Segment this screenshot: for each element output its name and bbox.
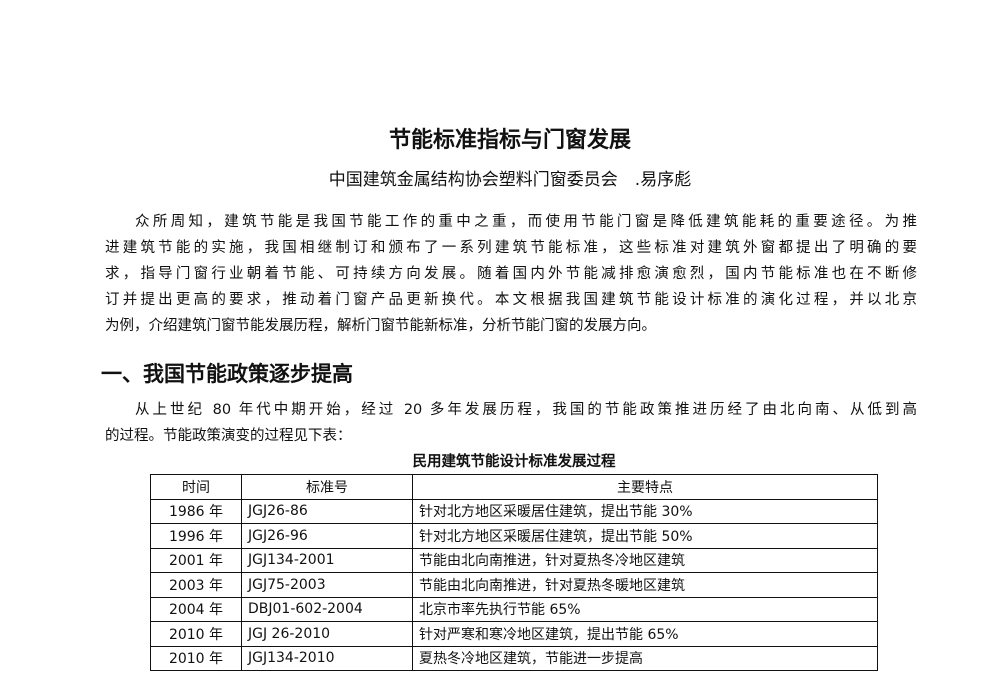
cell-standard: JGJ 26-2010 xyxy=(241,621,413,647)
cell-time: 2010 年 xyxy=(150,621,242,647)
paragraph-line: 的过程。节能政策演变的过程见下表： xyxy=(105,428,352,444)
cell-standard: DBJ01-602-2004 xyxy=(241,596,413,622)
table-caption: 民用建筑节能设计标准发展过程 xyxy=(412,454,616,470)
table-row: 2001 年 JGJ134-2001 节能由北向南推进，针对夏热冬冷地区建筑 xyxy=(150,547,878,573)
table-row: 1986 年 JGJ26-86 针对北方地区采暖居住建筑，提出节能 30% xyxy=(150,498,878,524)
cell-features: 针对严寒和寒冷地区建筑，提出节能 65% xyxy=(412,621,878,647)
cell-features: 针对北方地区采暖居住建筑，提出节能 50% xyxy=(412,523,878,549)
cell-standard: JGJ134-2001 xyxy=(241,547,413,573)
column-header-standard: 标准号 xyxy=(241,474,413,500)
cell-features: 北京市率先执行节能 65% xyxy=(412,596,878,622)
cell-features: 节能由北向南推进，针对夏热冬暖地区建筑 xyxy=(412,572,878,598)
document-title: 节能标准指标与门窗发展 xyxy=(388,128,631,153)
paragraph-line: 进建筑节能的实施，我国相继制订和颁布了一系列建筑节能标准，这些标准对建筑外窗都提… xyxy=(105,240,917,256)
cell-standard: JGJ26-96 xyxy=(241,523,413,549)
cell-time: 1986 年 xyxy=(150,498,242,524)
intro-paragraph: 众所周知，建筑节能是我国节能工作的重中之重，而使用节能门窗是降低建筑能耗的重要途… xyxy=(105,209,917,339)
cell-standard: JGJ134-2010 xyxy=(241,645,413,671)
table-header-row: 时间 标准号 主要特点 xyxy=(150,474,878,500)
table-row: 2010 年 JGJ 26-2010 针对严寒和寒冷地区建筑，提出节能 65% xyxy=(150,621,878,647)
cell-time: 2004 年 xyxy=(150,596,242,622)
paragraph-line: 从上世纪 80 年代中期开始，经过 20 多年发展历程，我国的节能政策推进历经了… xyxy=(135,402,917,418)
paragraph-line: 众所周知，建筑节能是我国节能工作的重中之重，而使用节能门窗是降低建筑能耗的重要途… xyxy=(135,214,917,230)
cell-standard: JGJ75-2003 xyxy=(241,572,413,598)
cell-features: 夏热冬冷地区建筑，节能进一步提高 xyxy=(412,645,878,671)
cell-time: 2001 年 xyxy=(150,547,242,573)
section-paragraph: 从上世纪 80 年代中期开始，经过 20 多年发展历程，我国的节能政策推进历经了… xyxy=(105,397,917,449)
cell-time: 2003 年 xyxy=(150,572,242,598)
paragraph-line: 订并提出更高的要求，推动着门窗产品更新换代。本文根据我国建筑节能设计标准的演化过… xyxy=(105,292,917,308)
section-heading: 一、我国节能政策逐步提高 xyxy=(101,362,353,386)
paragraph-line: 求，指导门窗行业朝着节能、可持续方向发展。随着国内外节能减排愈演愈烈，国内节能标… xyxy=(105,266,917,282)
author-line: 中国建筑金属结构协会塑料门窗委员会 .易序彪 xyxy=(328,170,692,190)
cell-time: 1996 年 xyxy=(150,523,242,549)
paragraph-line: 为例，介绍建筑门窗节能发展历程，解析门窗节能新标准，分析节能门窗的发展方向。 xyxy=(105,318,656,334)
table-row: 2004 年 DBJ01-602-2004 北京市率先执行节能 65% xyxy=(150,596,878,622)
column-header-time: 时间 xyxy=(150,474,242,500)
table-row: 2010 年 JGJ134-2010 夏热冬冷地区建筑，节能进一步提高 xyxy=(150,645,878,671)
cell-features: 针对北方地区采暖居住建筑，提出节能 30% xyxy=(412,498,878,524)
cell-time: 2010 年 xyxy=(150,645,242,671)
table-row: 1996 年 JGJ26-96 针对北方地区采暖居住建筑，提出节能 50% xyxy=(150,523,878,549)
table-row: 2003 年 JGJ75-2003 节能由北向南推进，针对夏热冬暖地区建筑 xyxy=(150,572,878,598)
cell-standard: JGJ26-86 xyxy=(241,498,413,524)
column-header-features: 主要特点 xyxy=(412,474,878,500)
cell-features: 节能由北向南推进，针对夏热冬冷地区建筑 xyxy=(412,547,878,573)
standards-table: 时间 标准号 主要特点 1986 年 JGJ26-86 针对北方地区采暖居住建筑，提… xyxy=(150,474,878,671)
